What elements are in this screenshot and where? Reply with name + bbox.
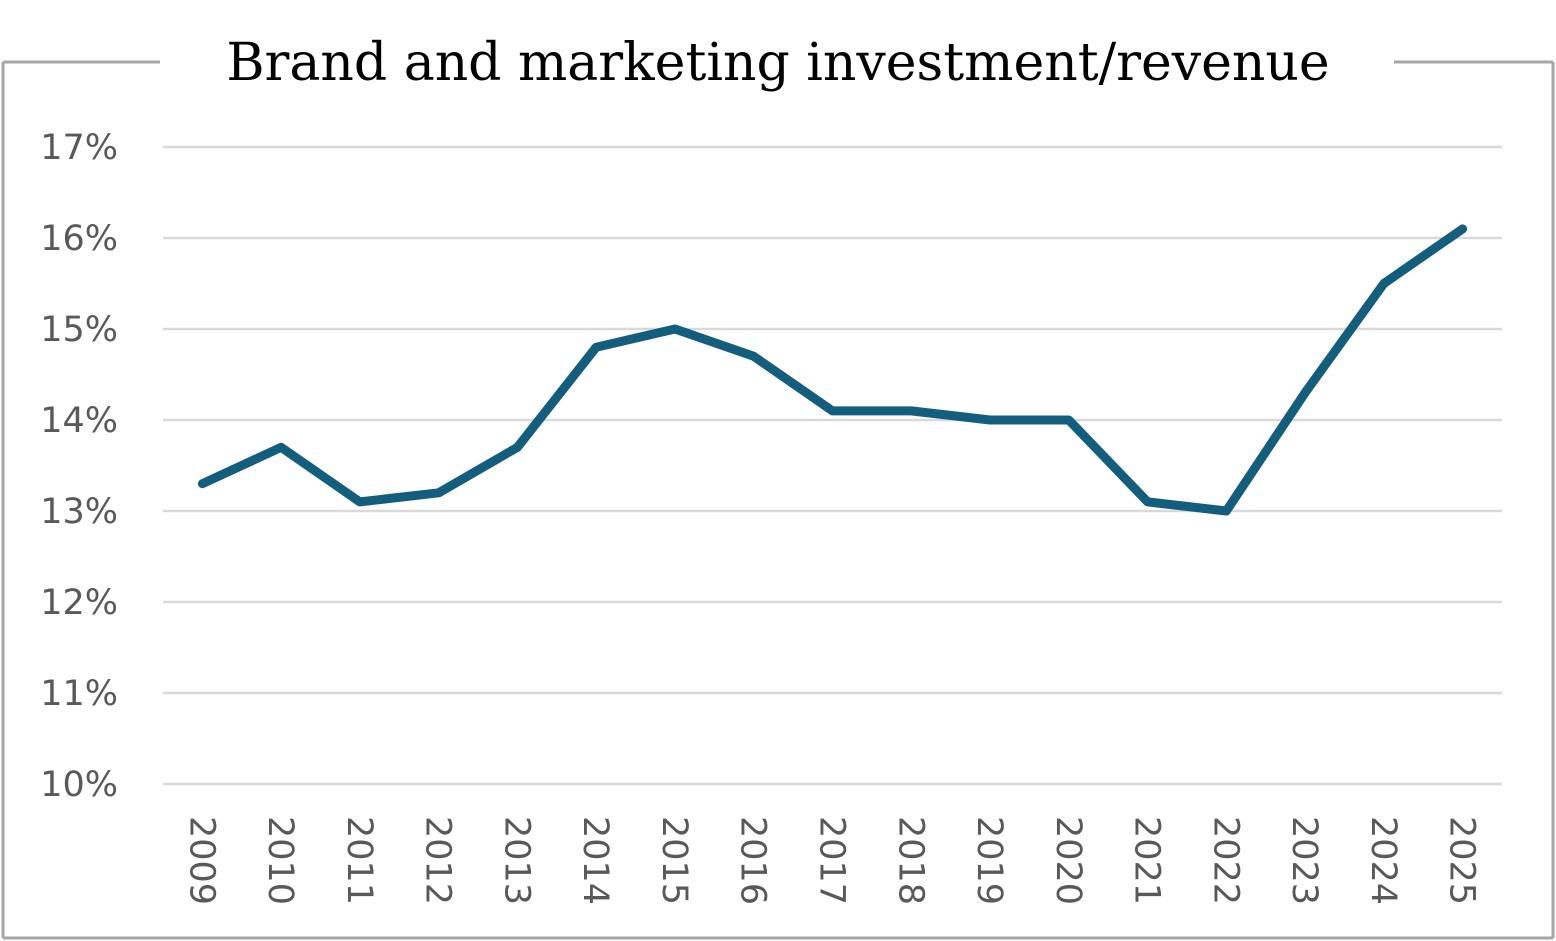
- x-tick-label: 2018: [890, 816, 930, 905]
- x-tick-label: 2013: [496, 816, 536, 905]
- y-tick-label: 12%: [40, 583, 118, 623]
- series-layer: [197, 224, 1468, 516]
- y-tick-label: 11%: [40, 674, 118, 714]
- x-tick-label: 2016: [733, 816, 773, 905]
- x-tick-label: 2024: [1363, 816, 1403, 905]
- y-tick-label: 15%: [40, 310, 118, 350]
- y-tick-label: 13%: [40, 492, 118, 532]
- x-tick-label: 2011: [339, 816, 379, 905]
- y-axis-tick-labels: 10% 11% 12% 13% 14% 15% 16% 17%: [40, 128, 118, 805]
- chart-frame: [1, 60, 1555, 940]
- x-tick-label: 2010: [260, 816, 300, 905]
- x-tick-label: 2012: [418, 816, 458, 905]
- x-tick-label: 2025: [1442, 816, 1482, 905]
- y-tick-label: 14%: [40, 401, 118, 441]
- x-axis-tick-labels: 2009 2010 2011 2012 2013 2014 2015 2016 2017 2018…: [181, 816, 1481, 905]
- x-tick-label: 2023: [1284, 816, 1324, 905]
- x-tick-label: 2022: [1205, 816, 1245, 905]
- y-tick-label: 16%: [40, 219, 118, 259]
- x-tick-label: 2009: [181, 816, 221, 905]
- chart-title: Brand and marketing investment/revenue: [226, 33, 1329, 93]
- x-tick-label: 2019: [969, 816, 1009, 905]
- x-tick-label: 2017: [812, 816, 852, 905]
- y-tick-label: 10%: [40, 765, 118, 805]
- gridlines: [163, 145, 1502, 786]
- x-tick-label: 2021: [1127, 816, 1167, 905]
- y-tick-label: 17%: [40, 128, 118, 168]
- x-tick-label: 2015: [654, 816, 694, 905]
- x-tick-label: 2014: [575, 816, 615, 905]
- series-line: [197, 224, 1468, 516]
- x-tick-label: 2020: [1048, 816, 1088, 905]
